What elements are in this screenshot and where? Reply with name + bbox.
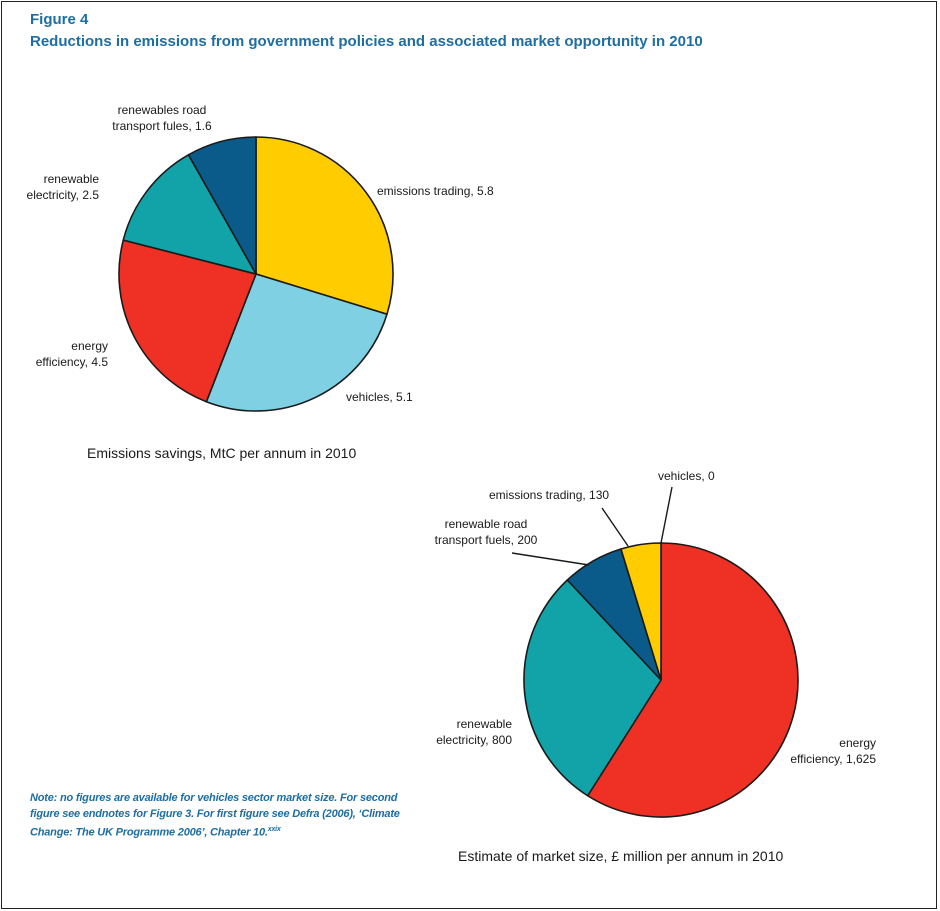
pie-chart-2: vehicles, 0 energy efficiency, 1,625 renewa… [435, 469, 877, 864]
leader-line [601, 507, 629, 547]
pie-slice-renewable-electricity [523, 579, 662, 797]
slice-label: emissions trading, 5.8 [377, 184, 494, 198]
pie-chart-1: emissions trading, 5.8 vehicles, 5.1 energ… [27, 103, 495, 461]
slice-label: energy efficiency, 4.5 [36, 339, 109, 369]
note-text: Note: no figures are available for vehic… [30, 792, 400, 839]
slice-label: renewable electricity, 2.5 [27, 172, 100, 202]
figure-label: Figure 4 [30, 11, 89, 28]
pie-slice-energy-efficiency [118, 239, 257, 403]
slice-label: emissions trading, 130 [489, 488, 609, 502]
slice-label: renewable electricity, 800 [436, 717, 512, 747]
note-ref: xxix [267, 826, 281, 833]
pie-slice-energy-efficiency [586, 542, 799, 818]
figure-note: Note: no figures are available for vehic… [30, 790, 420, 841]
slice-label: renewables road transport fules, 1.6 [112, 103, 212, 133]
slice-label: energy efficiency, 1,625 [790, 736, 876, 766]
chart-caption: Estimate of market size, £ million per a… [458, 848, 783, 864]
pie-slice-emissions-trading [620, 542, 662, 681]
leader-line [660, 486, 673, 544]
figure-title: Reductions in emissions from government … [30, 33, 703, 50]
pie-slice-emissions-trading [255, 136, 394, 316]
pie-slice-renewable-electricity [122, 154, 257, 275]
slice-label: vehicles, 5.1 [346, 390, 413, 404]
leader-line [511, 552, 590, 566]
pie-slice-vehicles [205, 273, 388, 412]
chart-caption: Emissions savings, MtC per annum in 2010 [87, 445, 356, 461]
slice-label: renewable road transport fuels, 200 [435, 517, 538, 547]
slice-label: vehicles, 0 [658, 469, 715, 483]
pie-slice-renewables-road-transport-fules [187, 136, 257, 275]
